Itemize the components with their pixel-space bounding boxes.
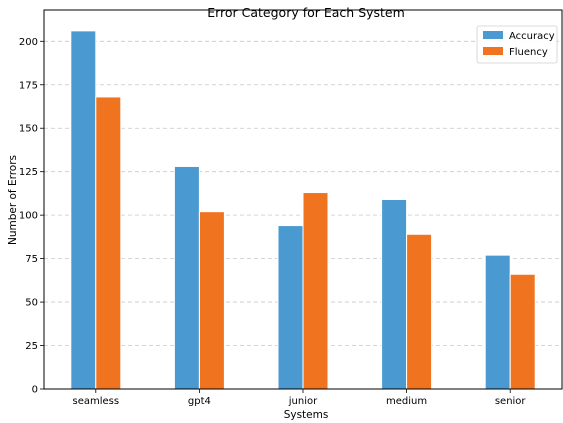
x-axis: seamless gpt4 junior medium senior <box>73 389 527 407</box>
legend-label-fluency: Fluency <box>509 47 548 58</box>
bar-fluency-medium <box>406 233 433 390</box>
y-tick-label: 75 <box>25 254 38 265</box>
bar-accuracy-gpt4 <box>173 165 200 390</box>
bars-group <box>70 30 536 390</box>
chart-title: Error Category for Each System <box>207 5 405 20</box>
bar-fluency-junior <box>302 192 329 390</box>
y-tick-label: 0 <box>32 385 38 396</box>
y-tick-label: 150 <box>19 124 38 135</box>
x-tick-label: senior <box>495 396 527 407</box>
bar-accuracy-medium <box>381 199 408 390</box>
y-tick-label: 100 <box>19 211 38 222</box>
plot-frame <box>43 9 563 390</box>
x-axis-label: Systems <box>284 409 329 421</box>
legend-label-accuracy: Accuracy <box>509 31 555 42</box>
y-tick-label: 25 <box>25 341 38 352</box>
y-tick-label: 125 <box>19 167 38 178</box>
x-tick-label: seamless <box>73 396 120 407</box>
y-axis: 0 25 50 75 100 125 150 175 200 <box>19 37 44 396</box>
legend-swatch-fluency <box>483 47 503 55</box>
x-tick-label: gpt4 <box>188 396 211 407</box>
bar-accuracy-junior <box>277 225 304 390</box>
y-axis-label: Number of Errors <box>7 155 19 245</box>
bar-accuracy-senior <box>484 254 511 390</box>
bar-fluency-seamless <box>95 96 122 390</box>
bar-accuracy-seamless <box>70 30 97 390</box>
y-tick-label: 50 <box>25 298 38 309</box>
y-tick-label: 200 <box>19 37 38 48</box>
x-tick-label: junior <box>288 396 318 407</box>
legend: Accuracy Fluency <box>476 25 558 64</box>
bar-fluency-senior <box>509 273 536 390</box>
x-tick-label: medium <box>386 396 427 407</box>
legend-swatch-accuracy <box>483 31 503 39</box>
bar-fluency-gpt4 <box>198 211 225 390</box>
y-tick-label: 175 <box>19 80 38 91</box>
